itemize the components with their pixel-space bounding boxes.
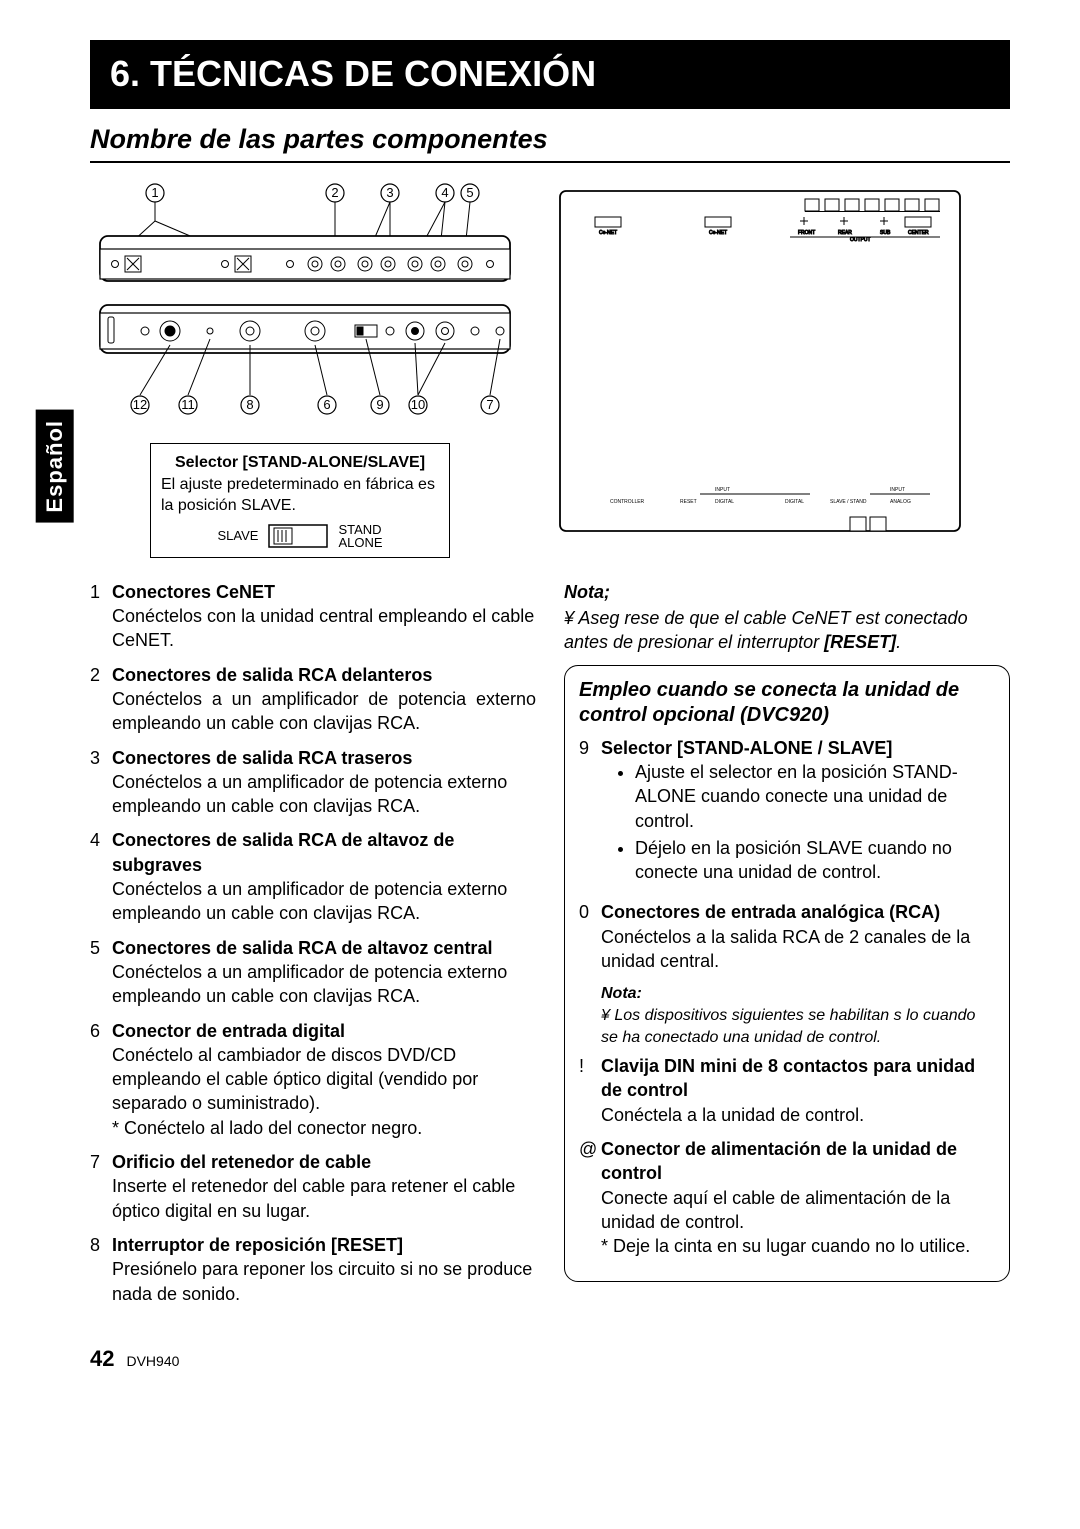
diagrams-row: 1 2 3 4 5: [90, 181, 1010, 558]
svg-text:DIGITAL: DIGITAL: [785, 499, 804, 505]
callout-7: 7: [486, 397, 493, 412]
page-number: 42: [90, 1344, 114, 1374]
svg-text:INPUT: INPUT: [890, 487, 905, 493]
section-subtitle: Nombre de las partes componentes: [90, 121, 1010, 163]
item-at: @ Conector de alimentación de la unidad …: [579, 1137, 995, 1258]
item-6: 6 Conector de entrada digitalConéctelo a…: [90, 1019, 536, 1140]
callout-4: 4: [441, 185, 448, 200]
item-4: 4 Conectores de salida RCA de altavoz de…: [90, 828, 536, 925]
left-diagrams: 1 2 3 4 5: [90, 181, 520, 558]
item-7: 7 Orificio del retenedor de cableInserte…: [90, 1150, 536, 1223]
item-0: 0 Conectores de entrada analógica (RCA)C…: [579, 900, 995, 973]
note-label: Nota;: [564, 580, 1010, 604]
callout-8: 8: [246, 397, 253, 412]
svg-text:Ce-NET: Ce-NET: [599, 230, 617, 236]
callout-6: 6: [323, 397, 330, 412]
content-columns: 1 Conectores CeNETConéctelos con la unid…: [90, 580, 1010, 1316]
svg-text:DIGITAL: DIGITAL: [715, 499, 734, 505]
model-number: DVH940: [126, 1352, 179, 1371]
svg-text:FRONT: FRONT: [798, 230, 815, 236]
item-1: 1 Conectores CeNETConéctelos con la unid…: [90, 580, 536, 653]
selector-right-label: STANDALONE: [338, 523, 382, 549]
language-tab: Español: [36, 410, 74, 523]
page-footer: 42 DVH940: [90, 1344, 1010, 1374]
svg-text:CENTER: CENTER: [908, 230, 929, 236]
item-8: 8 Interruptor de reposición [RESET]Presi…: [90, 1233, 536, 1306]
sub-note-label: Nota:: [601, 983, 995, 1005]
svg-text:SUB: SUB: [880, 230, 891, 236]
item-9: 9 Selector [STAND-ALONE / SLAVE] Ajuste …: [579, 736, 995, 891]
svg-text:REAR: REAR: [838, 230, 852, 236]
callout-2: 2: [331, 185, 338, 200]
chapter-title: 6. TÉCNICAS DE CONEXIÓN: [90, 40, 1010, 109]
callout-10: 10: [411, 397, 425, 412]
left-column: 1 Conectores CeNETConéctelos con la unid…: [90, 580, 536, 1316]
callout-title: Empleo cuando se conecta la unidad de co…: [579, 678, 995, 728]
svg-text:Ce-NET: Ce-NET: [709, 230, 727, 236]
svg-text:CONTROLLER: CONTROLLER: [610, 499, 645, 505]
svg-text:ANALOG: ANALOG: [890, 499, 911, 505]
svg-text:RESET: RESET: [680, 499, 697, 505]
selector-box: Selector [STAND-ALONE/SLAVE] El ajuste p…: [150, 443, 450, 558]
item-5: 5 Conectores de salida RCA de altavoz ce…: [90, 936, 536, 1009]
selector-title: Selector [STAND-ALONE/SLAVE]: [161, 452, 439, 474]
top-panel-svg: Ce-NET Ce-NET FRONT REAR SUB CENTER OUTP…: [550, 181, 970, 541]
sub-note-body: ¥ Los dispositivos siguientes se habilit…: [601, 1005, 995, 1048]
note-body: ¥ Aseg rese de que el cable CeNET est co…: [564, 606, 1010, 655]
svg-text:OUTPUT: OUTPUT: [850, 237, 871, 243]
callout-11: 11: [181, 397, 195, 412]
callout-3: 3: [386, 185, 393, 200]
right-column: Nota; ¥ Aseg rese de que el cable CeNET …: [564, 580, 1010, 1316]
selector-body: El ajuste predeterminado en fábrica es l…: [161, 474, 439, 517]
callout-1: 1: [151, 185, 158, 200]
item-2: 2 Conectores de salida RCA delanterosCon…: [90, 663, 536, 736]
callout-box: Empleo cuando se conecta la unidad de co…: [564, 665, 1010, 1282]
right-diagram: Ce-NET Ce-NET FRONT REAR SUB CENTER OUTP…: [550, 181, 1010, 558]
rear-panel-bottom-svg: 12 11 8 6 9 10 7: [90, 291, 520, 431]
svg-text:INPUT: INPUT: [715, 487, 730, 493]
rear-panel-top-svg: 1 2 3 4 5: [90, 181, 520, 291]
svg-text:SLAVE / STAND: SLAVE / STAND: [830, 499, 867, 505]
callout-12: 12: [133, 397, 147, 412]
selector-left-label: SLAVE: [217, 527, 258, 545]
selector-switch-row: SLAVE STANDALONE: [161, 523, 439, 549]
callout-9: 9: [376, 397, 383, 412]
switch-icon: [268, 524, 328, 548]
item-exclaim: ! Clavija DIN mini de 8 contactos para u…: [579, 1054, 995, 1127]
item-3: 3 Conectores de salida RCA traserosConéc…: [90, 746, 536, 819]
callout-5: 5: [466, 185, 473, 200]
